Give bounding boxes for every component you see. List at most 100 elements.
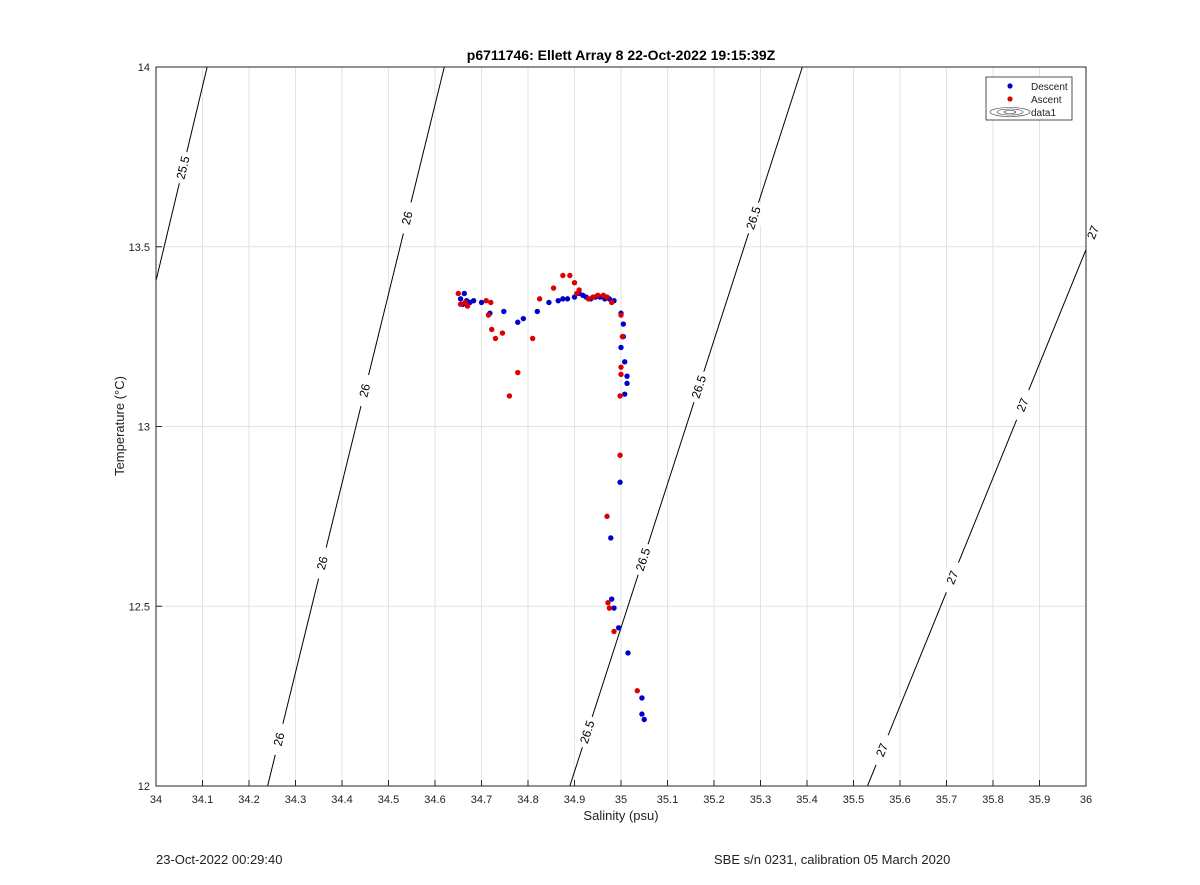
contour-label-background — [394, 200, 420, 236]
ascent-point — [550, 285, 557, 291]
ascent-point — [618, 371, 624, 378]
ascent-point — [529, 335, 536, 342]
ascent-point — [590, 294, 596, 300]
contour-label: 26.5 — [633, 546, 654, 573]
descent-point — [624, 380, 630, 387]
contour-label-background — [938, 559, 967, 596]
ascent-point — [606, 605, 613, 611]
ascent-point — [585, 296, 592, 302]
legend-marker-ascent — [1007, 96, 1013, 102]
x-tick-label: 34.9 — [564, 794, 585, 806]
descent-point — [620, 321, 627, 327]
ascent-point — [536, 296, 543, 302]
contour-line-25-5 — [156, 67, 208, 283]
descent-point — [641, 716, 647, 723]
contour-label: 26 — [314, 555, 331, 572]
y-tick-label: 14 — [138, 62, 150, 74]
contour-label-background — [1008, 386, 1038, 424]
x-axis-ticks: 34 34.1 34.2 34.3 34.4 34.5 34.6 34.7 34.8 34.9 35… — [150, 780, 1092, 806]
x-tick-label: 34.8 — [517, 794, 538, 806]
y-tick-label: 13 — [138, 422, 150, 434]
contour-label: 26 — [356, 382, 373, 399]
x-tick-label: 35.1 — [657, 794, 678, 806]
descent-point — [470, 297, 477, 304]
contour-label-background — [740, 199, 768, 236]
contour-line-26-5 — [569, 67, 803, 786]
legend-box — [985, 76, 1073, 121]
descent-point — [534, 308, 540, 315]
descent-point — [622, 391, 628, 397]
descent-point — [457, 296, 464, 302]
x-tick-label: 35.2 — [703, 794, 724, 806]
contour-label: 27 — [943, 568, 961, 586]
ascent-point — [611, 628, 617, 635]
descent-point — [546, 299, 552, 306]
descent-point — [608, 535, 614, 541]
contour-line-26 — [267, 67, 445, 786]
contour-label: 26.5 — [577, 719, 598, 746]
ascent-point — [605, 599, 611, 606]
x-tick-label: 35.5 — [843, 794, 864, 806]
descent-point — [555, 297, 561, 304]
ascent-point — [604, 513, 610, 520]
contour-legend-icon — [989, 107, 1031, 117]
ascent-point — [455, 290, 461, 297]
contour-label-background — [352, 372, 378, 409]
contour-label-background — [573, 714, 601, 751]
ascent-point — [464, 303, 471, 309]
x-tick-label: 35.7 — [936, 794, 957, 806]
x-tick-label: 35 — [615, 794, 627, 806]
descent-point — [564, 296, 571, 302]
x-tick-label: 34.6 — [424, 794, 445, 806]
contour-label-background — [867, 731, 897, 769]
contour-label-background — [266, 721, 292, 757]
ascent-point — [618, 312, 624, 318]
descent-point — [615, 625, 622, 631]
ascent-point — [595, 292, 601, 298]
ascent-point — [515, 369, 521, 376]
ascent-point — [457, 301, 464, 307]
ascent-point — [492, 335, 499, 342]
x-tick-label: 35.3 — [750, 794, 771, 806]
x-tick-label: 35.6 — [889, 794, 910, 806]
x-tick-label: 34.2 — [238, 794, 259, 806]
contour-label: 26 — [271, 731, 288, 748]
contour-label-background — [685, 368, 713, 405]
legend: Descent Ascent data1 — [985, 76, 1073, 121]
contour-label: 27 — [1014, 396, 1032, 414]
x-axis-label: Salinity (psu) — [583, 808, 658, 823]
x-tick-label: 34.1 — [192, 794, 213, 806]
ascent-point — [506, 393, 513, 399]
legend-label-descent: Descent — [1031, 82, 1068, 93]
ascent-point — [485, 312, 492, 318]
y-tick-label: 12.5 — [129, 601, 150, 613]
x-tick-label: 34.5 — [378, 794, 399, 806]
descent-point — [609, 596, 615, 602]
x-tick-label: 35.8 — [982, 794, 1003, 806]
ascent-point — [576, 287, 582, 293]
x-tick-label: 34 — [150, 794, 162, 806]
y-tick-label: 12 — [138, 781, 150, 793]
y-axis-label: Temperature (°C) — [112, 376, 127, 476]
legend-marker-descent — [1007, 83, 1013, 89]
descent-point — [639, 695, 645, 701]
x-tick-label: 34.4 — [331, 794, 352, 806]
y-axis-ticks: 12 12.5 13 13.5 14 — [129, 62, 162, 793]
ascent-point — [619, 333, 626, 340]
contour-label-background — [629, 541, 657, 578]
ascent-point — [483, 297, 489, 304]
chart-title: p6711746: Ellett Array 8 22-Oct-2022 19:… — [467, 47, 776, 63]
descent-point — [560, 296, 566, 302]
descent-point — [625, 650, 631, 656]
ascent-point — [618, 364, 624, 370]
contour-label: 26 — [399, 210, 416, 227]
descent-point — [515, 319, 521, 325]
x-tick-label: 35.4 — [796, 794, 817, 806]
descent-point — [478, 299, 485, 306]
descent-point — [520, 315, 527, 322]
contour-label: 26.5 — [689, 373, 710, 400]
contour-line-27 — [866, 248, 1086, 786]
x-tick-label: 36 — [1080, 794, 1092, 806]
contour-label: 27 — [1084, 223, 1102, 241]
